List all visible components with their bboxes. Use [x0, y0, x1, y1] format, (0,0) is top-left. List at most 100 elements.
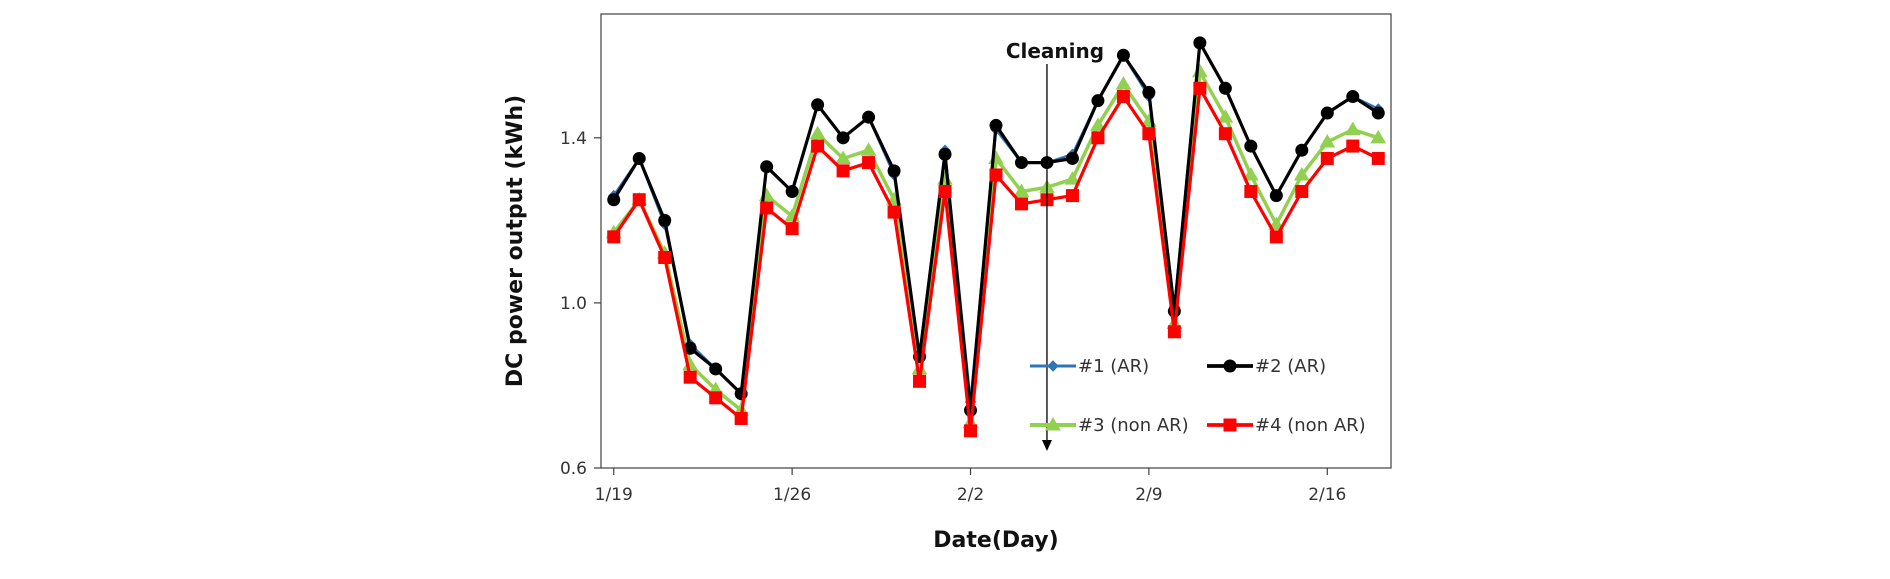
data-point-square [964, 424, 978, 438]
data-point-circle [1193, 36, 1207, 50]
data-point-circle [1116, 48, 1130, 62]
data-point-circle [1218, 81, 1232, 95]
data-point-circle [938, 147, 952, 161]
data-point-square [1065, 189, 1079, 203]
y-axis: 0.6 1.0 1.4 [560, 129, 601, 479]
data-point-triangle [1319, 133, 1336, 148]
data-point-circle [1244, 139, 1258, 153]
data-point-square [862, 156, 876, 170]
data-point-square [1091, 131, 1105, 145]
data-point-square [785, 222, 799, 236]
x-axis-title: Date(Day) [933, 528, 1058, 553]
data-point-triangle [1064, 171, 1081, 185]
data-point-circle [607, 193, 621, 207]
data-point-circle [1142, 85, 1156, 99]
data-point-square [1269, 230, 1283, 244]
x-tick-label: 1/26 [773, 485, 811, 505]
data-point-square [760, 201, 774, 215]
data-point-square [1193, 81, 1207, 95]
legend-label: #2 (AR) [1255, 356, 1326, 377]
data-point-triangle [988, 150, 1004, 164]
data-point-square [658, 251, 672, 265]
data-point-circle [1371, 106, 1385, 120]
legend-item-4: #4 (non AR) [1207, 415, 1366, 436]
data-point-square [1371, 151, 1385, 165]
data-point-square [709, 391, 723, 405]
y-tick-label: 1.0 [560, 294, 587, 314]
legend-label: #1 (AR) [1078, 356, 1149, 377]
data-point-square [1142, 127, 1156, 141]
data-point-square [1320, 151, 1334, 165]
data-point-circle [760, 160, 774, 174]
data-point-circle [1346, 90, 1360, 104]
data-point-square [683, 370, 697, 384]
data-point-circle [1014, 156, 1028, 170]
data-point-square [913, 374, 927, 388]
data-point-square [1218, 127, 1232, 141]
data-point-triangle [1242, 166, 1259, 181]
y-axis-title: DC power output (kWh) [503, 95, 528, 387]
data-point-circle [785, 184, 799, 198]
data-point-circle [1065, 151, 1079, 165]
data-point-triangle [1192, 63, 1208, 78]
legend-item-2: #2 (AR) [1207, 356, 1326, 377]
data-point-square [1223, 418, 1237, 432]
legend-item-1: #1 (AR) [1030, 356, 1149, 377]
data-point-circle [1091, 94, 1105, 108]
data-point-diamond [1047, 360, 1059, 372]
cleaning-arrow-head [1041, 440, 1052, 451]
data-point-square [1014, 197, 1028, 211]
data-point-triangle [1090, 117, 1106, 131]
legend-item-3: #3 (non AR) [1030, 415, 1189, 436]
data-point-circle [887, 164, 901, 178]
data-point-circle [811, 98, 825, 112]
data-point-circle [709, 362, 723, 376]
data-point-square [1244, 184, 1258, 198]
data-point-square [1167, 325, 1181, 339]
series-line [612, 41, 1379, 404]
data-point-square [1346, 139, 1360, 153]
legend: #1 (AR) #2 (AR) #3 (non AR) #4 (non AR) [1030, 356, 1366, 436]
data-point-square [887, 205, 901, 219]
plot-frame [600, 13, 1392, 469]
x-tick-label: 2/16 [1308, 485, 1346, 505]
data-point-square [836, 164, 850, 178]
y-tick-label: 0.6 [560, 459, 587, 479]
data-point-circle [1269, 189, 1283, 203]
data-point-square [1116, 90, 1130, 104]
data-point-triangle [1013, 183, 1030, 197]
data-point-circle [632, 151, 646, 165]
data-point-circle [658, 213, 672, 227]
x-tick-label: 1/19 [595, 485, 633, 505]
cleaning-annotation: Cleaning [1006, 39, 1104, 451]
data-point-circle [1320, 106, 1334, 120]
data-point-triangle [1217, 109, 1234, 123]
series-layer [605, 36, 1387, 438]
x-tick-label: 2/2 [957, 485, 984, 505]
data-point-square [989, 168, 1003, 182]
data-point-square [607, 230, 621, 244]
data-point-circle [989, 118, 1003, 132]
data-point-square [734, 411, 748, 425]
data-point-square [632, 193, 646, 207]
data-point-circle [1223, 359, 1237, 373]
data-point-triangle [809, 125, 826, 140]
data-point-triangle [860, 142, 877, 156]
data-point-square [811, 139, 825, 153]
data-point-square [1295, 184, 1309, 198]
cleaning-label: Cleaning [1006, 39, 1104, 63]
data-point-circle [836, 131, 850, 145]
legend-label: #4 (non AR) [1255, 415, 1366, 436]
data-point-circle [862, 110, 876, 124]
data-point-circle [1295, 143, 1309, 157]
x-tick-label: 2/9 [1135, 485, 1162, 505]
data-point-triangle [1370, 129, 1387, 144]
data-point-square [938, 184, 952, 198]
data-point-triangle [1268, 216, 1285, 230]
data-point-triangle [1045, 417, 1061, 431]
x-axis: 1/19 1/26 2/2 2/9 2/16 [595, 468, 1346, 505]
data-point-triangle [1344, 121, 1361, 136]
data-point-triangle [835, 150, 851, 164]
legend-label: #3 (non AR) [1078, 415, 1189, 436]
